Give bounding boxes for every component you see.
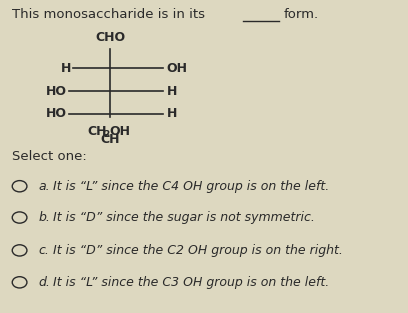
Text: b.: b. [39,211,51,224]
Text: 2: 2 [104,131,110,139]
Text: It is “D” since the sugar is not symmetric.: It is “D” since the sugar is not symmetr… [53,211,315,224]
Text: H: H [61,62,71,75]
Text: OH: OH [109,125,130,138]
Text: HO: HO [47,107,67,121]
Text: It is “L” since the C4 OH group is on the left.: It is “L” since the C4 OH group is on th… [53,180,329,193]
Text: It is “L” since the C3 OH group is on the left.: It is “L” since the C3 OH group is on th… [53,276,329,289]
Text: a.: a. [39,180,50,193]
Text: H: H [166,85,177,98]
Text: OH: OH [166,62,187,75]
Text: CH: CH [88,125,107,138]
Text: Select one:: Select one: [12,150,87,163]
Text: form.: form. [284,8,319,21]
Text: CH: CH [100,133,120,146]
Text: It is “D” since the C2 OH group is on the right.: It is “D” since the C2 OH group is on th… [53,244,343,257]
Text: HO: HO [47,85,67,98]
Text: c.: c. [39,244,50,257]
Text: H: H [166,107,177,121]
Text: CHO: CHO [95,31,125,44]
Text: d.: d. [39,276,51,289]
Text: This monosaccharide is in its: This monosaccharide is in its [12,8,205,21]
